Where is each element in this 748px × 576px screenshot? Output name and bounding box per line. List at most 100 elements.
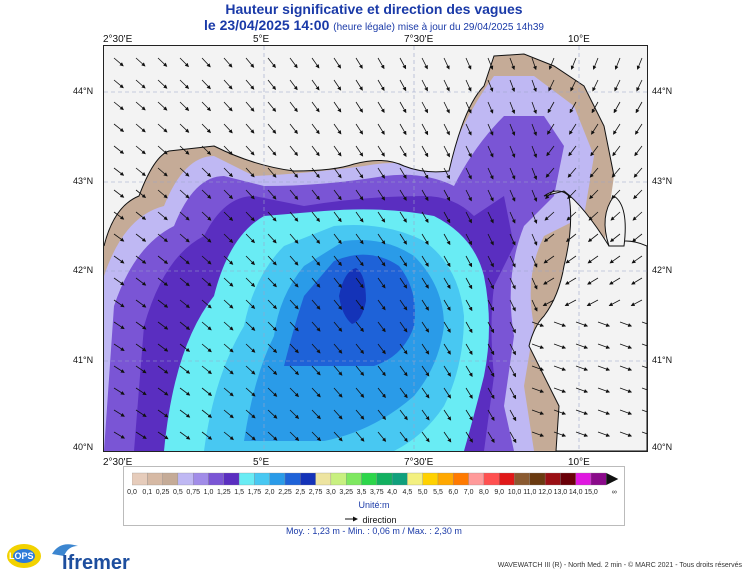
direction-arrow — [487, 123, 494, 136]
direction-arrow — [377, 431, 387, 442]
direction-arrow — [179, 321, 191, 330]
direction-arrow — [590, 145, 599, 157]
direction-arrow — [553, 343, 567, 349]
direction-arrow — [614, 79, 621, 92]
direction-arrow — [201, 123, 211, 134]
direction-arrow — [201, 233, 212, 243]
direction-arrow — [311, 79, 320, 91]
direction-arrow — [223, 145, 233, 156]
direction-arrow — [377, 189, 386, 201]
direction-arrow — [546, 145, 555, 157]
color-scale-tick-label: 9,0 — [494, 489, 505, 496]
direction-arrow — [567, 189, 577, 200]
direction-arrow — [267, 123, 277, 134]
color-scale-tick-label: 4,5 — [402, 489, 413, 496]
direction-arrow — [399, 255, 408, 267]
color-swatch — [284, 472, 301, 486]
color-scale-tick-label: 5,0 — [417, 489, 428, 496]
direction-arrow — [311, 145, 320, 157]
direction-arrow — [543, 255, 555, 264]
direction-arrow — [333, 343, 343, 354]
direction-arrow — [267, 101, 277, 112]
direction-arrow — [509, 365, 516, 378]
direction-arrow — [613, 101, 621, 114]
direction-arrow — [547, 101, 555, 114]
unit-label: Unité:m — [358, 500, 390, 510]
direction-arrow — [509, 409, 517, 422]
direction-arrow — [157, 299, 169, 308]
color-swatch — [514, 472, 530, 486]
wave-map[interactable] — [103, 45, 648, 452]
direction-arrow — [113, 145, 125, 154]
direction-arrow — [377, 101, 385, 113]
direction-arrow — [487, 211, 494, 224]
direction-arrow — [245, 409, 256, 419]
direction-arrow — [641, 321, 647, 325]
direction-arrow — [113, 365, 125, 373]
direction-arrow — [333, 299, 343, 310]
lat-label-left-5: 40°N — [73, 442, 94, 452]
direction-arrow — [267, 343, 278, 353]
direction-arrow — [634, 145, 643, 157]
direction-arrow — [355, 79, 363, 91]
direction-arrow — [157, 277, 169, 286]
direction-arrow — [201, 299, 212, 309]
direction-arrow — [135, 233, 147, 242]
direction-arrow — [575, 365, 589, 371]
color-swatch — [529, 472, 546, 486]
direction-arrow — [421, 189, 429, 202]
statistics-line: Moy. : 1,23 m - Min. : 0,06 m / Max. : 2… — [286, 526, 462, 536]
direction-arrow — [377, 57, 385, 70]
forecast-datetime: le 23/04/2025 14:00 — [204, 17, 330, 33]
direction-arrow — [223, 409, 234, 419]
direction-arrow — [201, 167, 212, 177]
direction-arrow — [553, 409, 567, 415]
wave-height-field — [104, 46, 647, 451]
direction-arrow — [267, 431, 278, 441]
direction-arrow — [289, 123, 298, 135]
direction-arrow — [311, 343, 321, 354]
color-swatch — [132, 472, 148, 486]
direction-arrow — [465, 343, 473, 355]
direction-arrow — [609, 277, 621, 285]
direction-arrow — [589, 167, 599, 178]
direction-arrow — [135, 211, 147, 220]
direction-arrow — [443, 321, 451, 333]
direction-arrow — [113, 255, 125, 264]
direction-arrow — [509, 123, 516, 136]
direction-arrow — [619, 409, 633, 415]
color-swatch — [315, 472, 332, 486]
direction-arrow — [509, 343, 516, 356]
direction-arrow — [421, 299, 429, 311]
color-swatch — [391, 472, 408, 486]
direction-arrow — [487, 57, 494, 70]
color-swatch — [468, 472, 485, 486]
direction-arrow — [157, 387, 169, 396]
direction-arrow — [545, 189, 555, 200]
direction-arrow — [135, 431, 147, 439]
direction-arrow — [509, 167, 516, 180]
color-swatch — [269, 472, 286, 486]
direction-arrow — [465, 321, 473, 334]
direction-arrow — [509, 233, 516, 246]
direction-arrow — [333, 387, 343, 398]
direction-arrow — [399, 145, 407, 157]
direction-arrow — [569, 101, 577, 114]
direction-arrow — [135, 189, 147, 198]
direction-arrow — [179, 167, 190, 177]
direction-arrow — [509, 277, 516, 290]
direction-arrow — [443, 233, 451, 246]
direction-arrow — [333, 321, 343, 332]
map-subtitle: le 23/04/2025 14:00 (heure légale) mise … — [0, 17, 748, 33]
direction-arrow — [548, 57, 555, 70]
direction-arrow — [245, 79, 255, 90]
direction-arrow — [421, 343, 430, 355]
direction-arrow — [179, 255, 190, 265]
direction-arrow — [597, 365, 611, 371]
direction-arrow — [487, 277, 494, 290]
direction-arrow — [614, 57, 621, 70]
direction-arrow — [245, 167, 255, 178]
direction-arrow — [223, 167, 233, 178]
direction-arrow — [575, 321, 589, 327]
lat-label-right-2: 43°N — [652, 176, 673, 186]
